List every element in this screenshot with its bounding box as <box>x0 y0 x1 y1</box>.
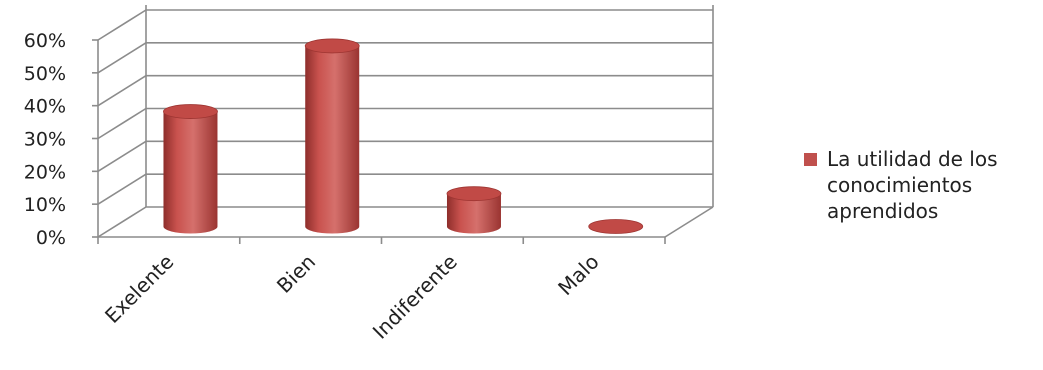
bar-body <box>305 45 360 234</box>
x-category-label: Malo <box>553 250 603 300</box>
x-category-label: Indiferente <box>368 250 462 344</box>
y-tick-label: 50% <box>24 63 66 85</box>
y-tick-label: 60% <box>24 30 66 52</box>
axes <box>92 5 714 244</box>
bar-top <box>446 186 502 202</box>
bar-body <box>446 193 501 234</box>
bar-body <box>163 111 218 234</box>
bar <box>163 104 218 234</box>
bar <box>304 38 360 234</box>
x-axis-categories: Exelente Bien Indiferente Malo <box>100 250 604 344</box>
legend: La utilidad de los conocimientos aprendi… <box>804 146 1039 224</box>
y-tick-label: 30% <box>24 129 66 151</box>
floor-right-edge <box>664 206 714 238</box>
x-category-label: Bien <box>272 250 320 298</box>
y-tick-label: 10% <box>24 194 66 216</box>
y-tick-label: 40% <box>24 96 66 118</box>
bars <box>163 38 644 234</box>
bar <box>446 186 502 234</box>
gridline <box>97 74 713 107</box>
gridline <box>97 42 713 74</box>
y-axis-ticks: 0% 10% 20% 30% 40% 50% 60% <box>24 30 66 249</box>
gridline <box>97 9 713 41</box>
y-tick-label: 0% <box>36 227 66 249</box>
bar-top <box>588 219 644 234</box>
legend-swatch <box>804 153 817 166</box>
x-category-label: Exelente <box>100 250 178 328</box>
legend-series-label: La utilidad de los conocimientos aprendi… <box>827 147 998 223</box>
bar-top <box>163 104 218 119</box>
y-tick-label: 20% <box>24 161 66 183</box>
bar <box>588 219 644 234</box>
bar-top <box>304 38 360 54</box>
